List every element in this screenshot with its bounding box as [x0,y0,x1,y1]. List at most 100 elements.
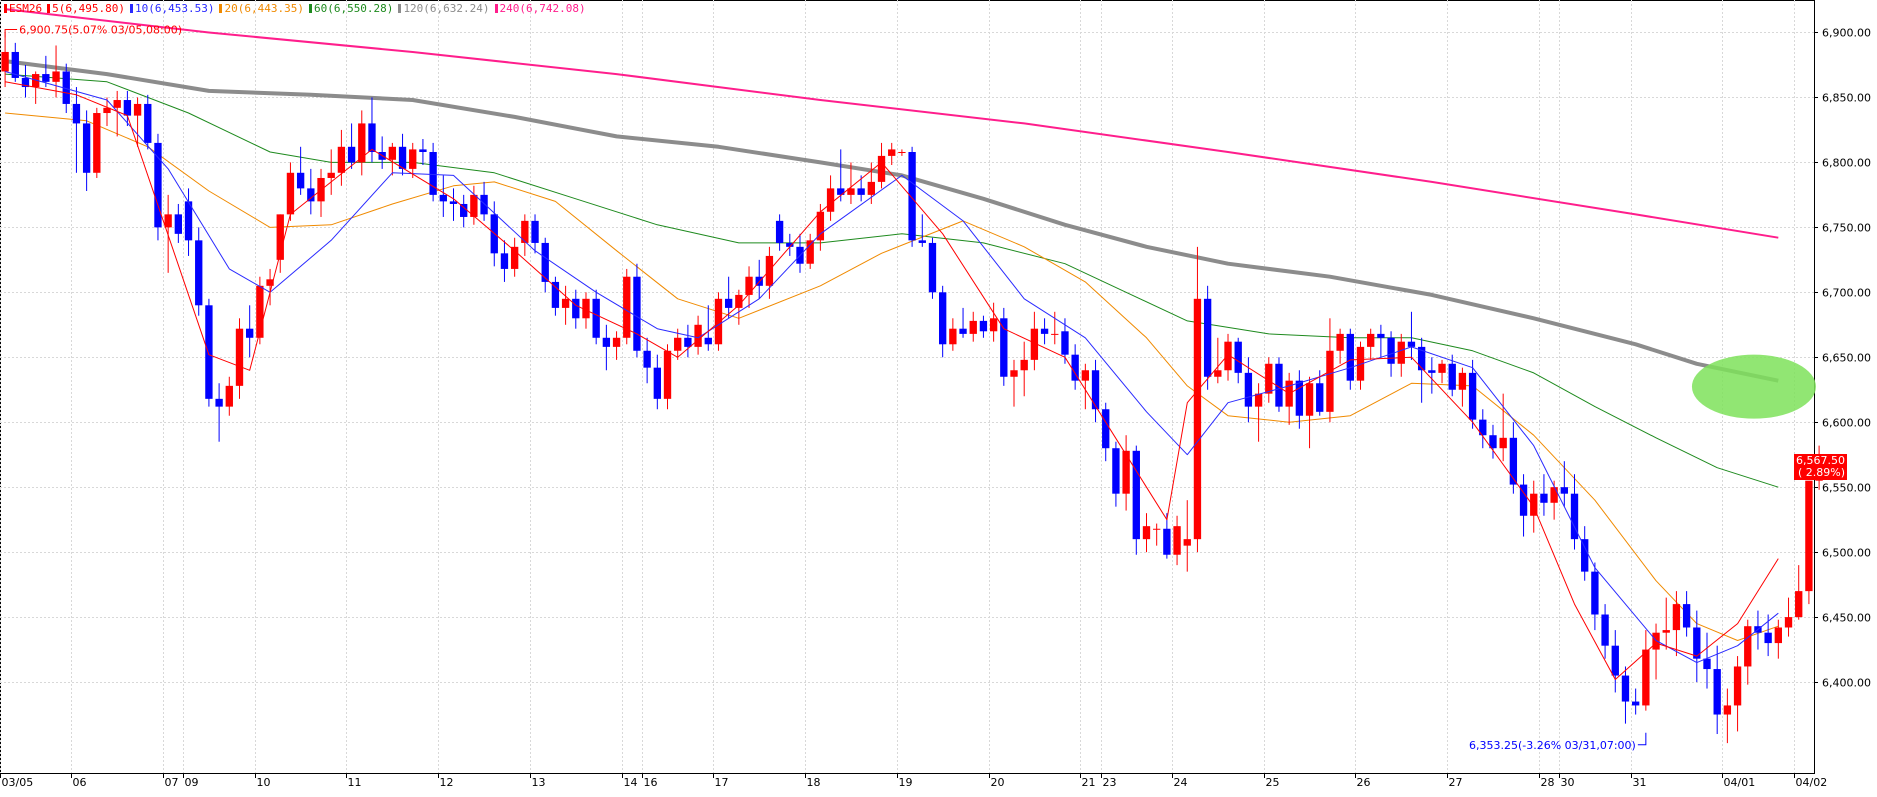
candle-body [1397,341,1405,364]
legend-label: 120(6,632.24) [403,2,490,15]
legend-swatch [4,4,7,13]
candle-body [82,123,91,173]
candle-body [1346,333,1354,381]
candle-body [1193,298,1202,540]
candle-body [1744,626,1752,667]
ma20-line [5,112,1779,641]
candle-body [1102,409,1110,449]
candle-body [969,320,977,334]
candle-body [521,220,529,243]
candle-body [1,51,9,72]
candle-body [133,103,142,116]
candle-body [21,77,30,88]
plot-frame [0,0,1815,774]
legend-label: ESM26 [9,2,43,15]
x-tick-label: 25 [1266,776,1280,789]
candle-body [1030,328,1039,360]
candle-body [215,398,223,407]
candle-body [541,242,549,282]
x-tick-label: 13 [532,776,546,789]
candle-body [1367,333,1375,347]
candle-body [1234,341,1242,373]
candle-body [979,320,988,332]
x-tick-label: 10 [257,776,271,789]
x-tick-label: 16 [644,776,658,789]
candle-body [93,113,101,173]
legend-swatch [47,4,51,13]
legend-item-ma20: 20(6,443.35) [219,2,304,15]
candle-body [847,188,855,195]
y-tick-label: 6,700.00 [1822,287,1871,300]
candle-body [1040,328,1049,334]
candle-body [1153,528,1161,530]
candle-body [1061,331,1069,355]
candle-body [1611,645,1619,676]
candle-body [837,188,845,195]
candle-body [42,74,50,82]
legend-item-ma120: 120(6,632.24) [398,2,490,15]
candle-body [786,242,794,247]
candle-body [1458,372,1467,390]
legend-label: 10(6,453.53) [134,2,215,15]
x-tick-label: 19 [899,776,913,789]
candle-body [1591,571,1599,615]
candle-body [1805,480,1813,592]
candle-body [1275,363,1283,407]
candle-body [888,149,896,156]
x-tick-label: 31 [1633,776,1647,789]
candle-body [1560,487,1568,494]
candle-body [1214,370,1222,377]
candle-body [989,318,998,332]
candle-body [1530,493,1538,516]
candle-body [195,240,203,306]
candle-body [1468,372,1477,420]
candle-body [1203,298,1212,377]
candle-body [949,328,957,345]
candle-body [235,328,244,386]
legend-label: 240(6,742.08) [499,2,586,15]
candle-body [72,103,81,124]
candle-body [1703,658,1711,670]
candle-body [724,298,733,308]
candle-body [918,240,926,243]
candle-body [1010,370,1018,377]
candle-body [928,242,937,293]
x-tick-label: 18 [807,776,821,789]
candle-body [296,172,305,189]
candle-body [602,337,611,347]
candle-body [877,155,886,182]
candle-body [612,337,621,347]
candle-body [1540,493,1548,503]
x-tick-label: 28 [1541,776,1555,789]
candle-body [11,51,19,78]
legend-item-ma60: 60(6,550.28) [308,2,393,15]
legend-swatch [494,4,498,13]
ma5-line [5,81,1779,680]
candle-body [52,71,60,82]
candle-body [1254,393,1263,407]
candle-body [663,350,672,399]
candle-body [1428,370,1436,373]
candle-body [307,188,315,202]
candle-body [113,100,121,108]
legend-swatch [219,4,223,13]
candle-body [561,298,570,308]
low-annotation: 6,353.25(-3.26% 03/31,07:00) [1469,739,1636,752]
candle-body [1601,614,1609,646]
y-tick-label: 6,900.00 [1822,27,1871,40]
candle-body [551,281,560,308]
candle-body [1672,604,1681,631]
legend-item-sym: ESM26 [4,2,42,15]
candle-body [592,298,600,338]
candle-body [1693,627,1701,659]
legend-label: 20(6,443.35) [224,2,304,15]
candle-body [103,107,111,114]
candle-body [164,214,172,228]
candle-body [347,146,356,163]
candle-body [959,328,967,334]
candle-body [643,350,651,368]
y-tick-label: 6,500.00 [1822,547,1871,560]
candle-body [1682,604,1691,628]
y-tick-label: 6,750.00 [1822,222,1871,235]
candle-body [898,152,906,154]
